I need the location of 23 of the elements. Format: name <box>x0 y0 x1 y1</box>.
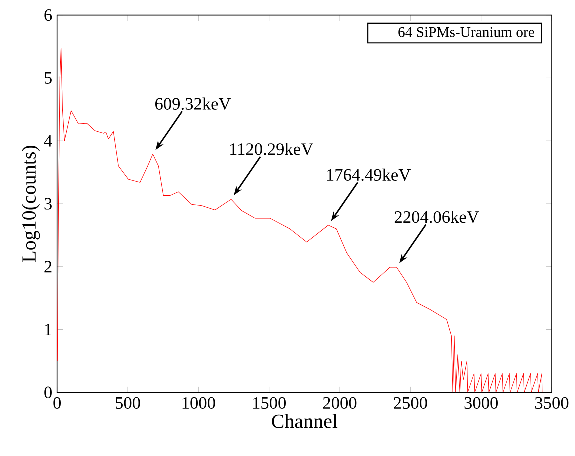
x-tick-label: 3000 <box>464 397 498 410</box>
x-tick-label: 1500 <box>254 397 286 410</box>
x-axis-title: Channel <box>272 414 338 428</box>
x-tick-label: 3500 <box>536 397 569 410</box>
annotation: 1120.29keV <box>230 143 314 156</box>
line-series <box>57 48 543 393</box>
x-tick-label: 2000 <box>323 397 357 410</box>
y-tick-label: 2 <box>44 261 52 273</box>
y-tick-label: 0 <box>44 386 52 398</box>
y-tick-label: 5 <box>44 72 52 84</box>
y-tick-label: 4 <box>44 135 52 147</box>
x-tick-label: 2500 <box>394 397 428 410</box>
y-tick-label: 3 <box>44 198 52 210</box>
y-tick-label: 6 <box>44 10 52 22</box>
annotation: 1764.49keV <box>327 168 411 182</box>
x-tick-label: 500 <box>116 397 140 410</box>
annotation: 609.32keV <box>156 98 232 110</box>
x-tick-label: 1000 <box>182 397 216 410</box>
y-axis-title: Log10(counts) <box>22 146 40 262</box>
x-tick-label: 0 <box>54 397 62 410</box>
y-tick-label: 1 <box>45 324 52 336</box>
annotation: 2204.06keV <box>394 210 480 224</box>
legend-label: 64 SiPMs-Uranium ore <box>398 27 534 38</box>
